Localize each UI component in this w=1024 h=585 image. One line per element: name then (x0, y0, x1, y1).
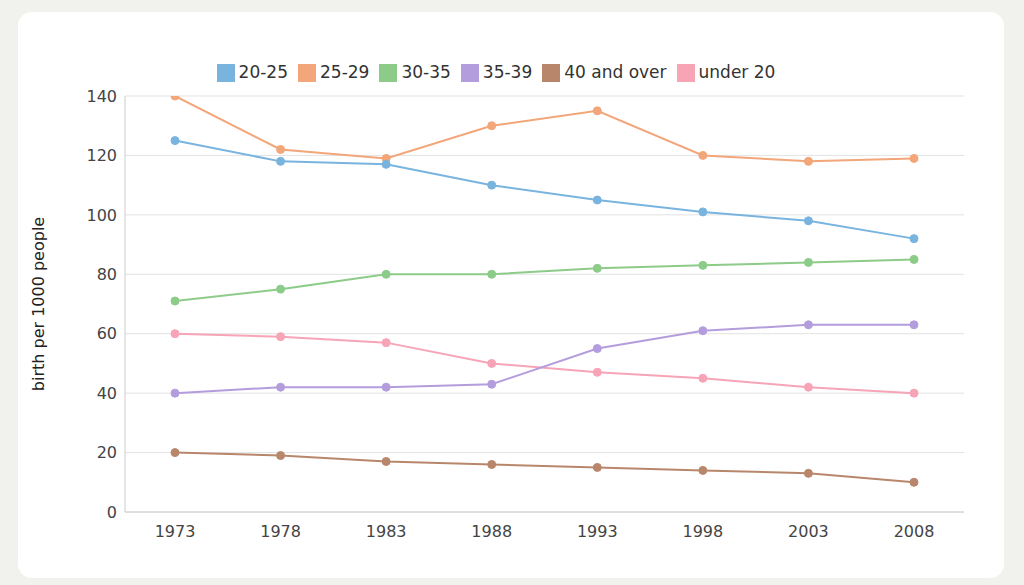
svg-text:100: 100 (86, 206, 117, 225)
svg-text:birth per 1000 people: birth per 1000 people (29, 217, 48, 391)
svg-text:2008: 2008 (894, 522, 935, 541)
html-text:20-25: 20-25 (238, 62, 288, 82)
svg-text:40: 40 (97, 384, 117, 403)
svg-text:1973: 1973 (155, 522, 196, 541)
svg-text:120: 120 (86, 146, 117, 165)
svg-text:80: 80 (97, 265, 117, 284)
svg-text:140: 140 (86, 87, 117, 106)
svg-text:1978: 1978 (260, 522, 301, 541)
svg-text:1993: 1993 (577, 522, 618, 541)
html-text:25-29: 25-29 (320, 62, 370, 82)
svg-text:1988: 1988 (471, 522, 512, 541)
svg-text:20: 20 (97, 443, 117, 462)
html-text:30-35: 30-35 (401, 62, 451, 82)
svg-text:1983: 1983 (366, 522, 407, 541)
html-text:under 20: under 20 (698, 62, 776, 82)
svg-text:0: 0 (107, 503, 117, 522)
svg-text:2003: 2003 (788, 522, 829, 541)
html-text:35-39: 35-39 (482, 62, 533, 82)
html-text:40 and over: 40 and over (564, 62, 667, 82)
svg-text:60: 60 (97, 324, 117, 343)
svg-text:1998: 1998 (682, 522, 723, 541)
